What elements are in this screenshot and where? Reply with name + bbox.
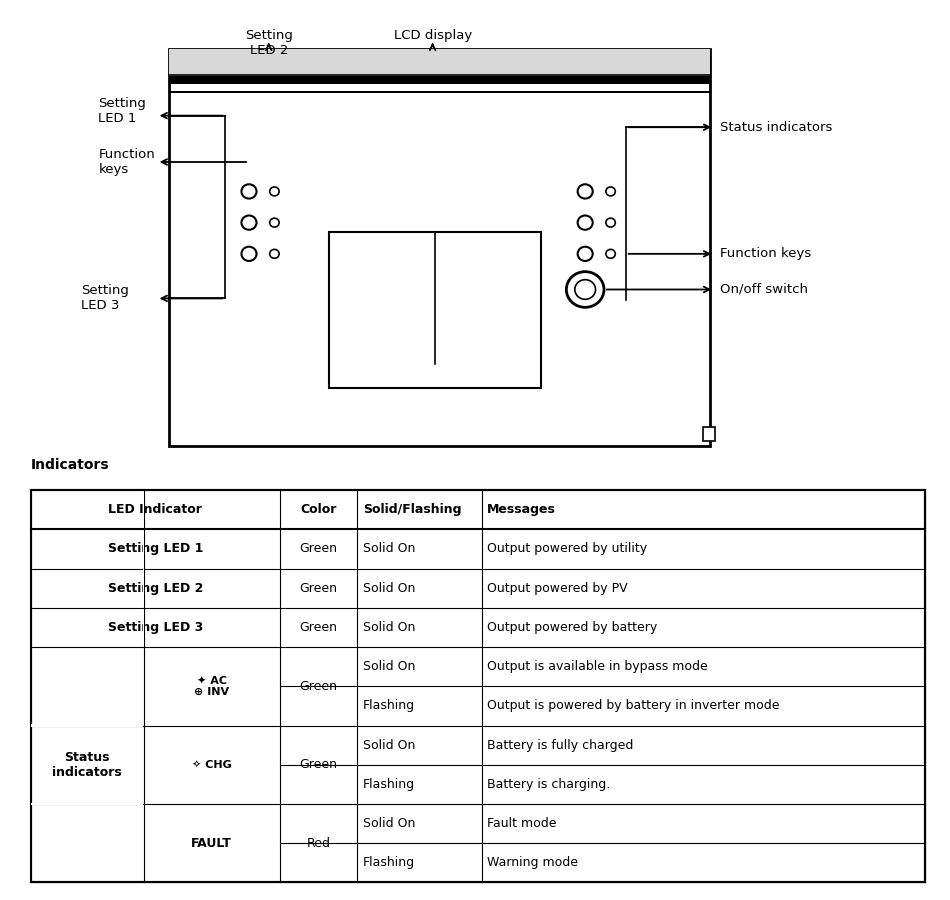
Bar [31,803,142,806]
Text: Function
keys: Function keys [99,148,155,176]
Bar [329,231,541,388]
Circle shape [241,215,256,230]
Circle shape [566,272,604,307]
Text: Solid On: Solid On [363,739,415,752]
Bar [169,49,711,446]
Text: Red: Red [307,837,331,850]
Bar [30,491,925,883]
Text: Color: Color [300,503,337,517]
Circle shape [270,249,279,258]
Text: FAULT: FAULT [191,837,232,850]
Text: Green: Green [299,621,337,634]
Bar [142,608,144,646]
Text: Green: Green [299,759,337,771]
Text: Messages: Messages [487,503,556,517]
Text: Indicators: Indicators [30,458,109,473]
Text: Warning mode: Warning mode [487,856,579,869]
Text: Battery is charging.: Battery is charging. [487,778,611,791]
Circle shape [575,280,596,300]
Bar [142,570,144,607]
Text: Fault mode: Fault mode [487,817,557,830]
Text: Setting LED 1: Setting LED 1 [107,543,203,555]
Text: Green: Green [299,543,337,555]
Bar [31,724,142,727]
Text: Setting LED 2: Setting LED 2 [107,581,203,595]
Circle shape [578,247,593,261]
Circle shape [578,184,593,199]
Text: Output is powered by battery in inverter mode: Output is powered by battery in inverter… [487,699,780,713]
Text: Status indicators: Status indicators [720,121,832,134]
Text: Output powered by PV: Output powered by PV [487,581,628,595]
Text: Solid On: Solid On [363,581,415,595]
Text: Green: Green [299,581,337,595]
Text: Output powered by battery: Output powered by battery [487,621,657,634]
Circle shape [270,218,279,227]
Bar [703,427,715,441]
Text: Setting
LED 1: Setting LED 1 [99,97,146,125]
Bar [169,76,711,85]
Text: Flashing: Flashing [363,778,415,791]
Circle shape [241,184,256,199]
Circle shape [241,247,256,261]
Text: Status
indicators: Status indicators [52,751,122,778]
Text: Setting
LED 2: Setting LED 2 [245,29,293,57]
Text: Flashing: Flashing [363,856,415,869]
Text: LCD display: LCD display [393,29,472,42]
Circle shape [578,215,593,230]
Text: Flashing: Flashing [363,699,415,713]
Text: Solid/Flashing: Solid/Flashing [363,503,462,517]
Circle shape [606,249,616,258]
Text: LED Indicator: LED Indicator [108,503,202,517]
Bar [169,49,711,76]
Circle shape [606,218,616,227]
Text: Output powered by utility: Output powered by utility [487,543,647,555]
Text: Setting LED 3: Setting LED 3 [107,621,203,634]
Circle shape [270,187,279,196]
Text: ✧ CHG: ✧ CHG [192,760,232,770]
Bar [142,491,144,528]
Text: Solid On: Solid On [363,661,415,673]
Text: Solid On: Solid On [363,543,415,555]
Text: Solid On: Solid On [363,621,415,634]
Bar [169,91,711,94]
Text: Function keys: Function keys [720,248,811,260]
Text: Output is available in bypass mode: Output is available in bypass mode [487,661,708,673]
Text: Green: Green [299,680,337,693]
Text: Setting
LED 3: Setting LED 3 [82,284,129,312]
Text: Battery is fully charged: Battery is fully charged [487,739,634,752]
Text: ✦ AC
⊕ INV: ✦ AC ⊕ INV [194,676,229,698]
Bar [142,530,144,568]
Text: On/off switch: On/off switch [720,283,808,296]
Circle shape [606,187,616,196]
Text: Solid On: Solid On [363,817,415,830]
